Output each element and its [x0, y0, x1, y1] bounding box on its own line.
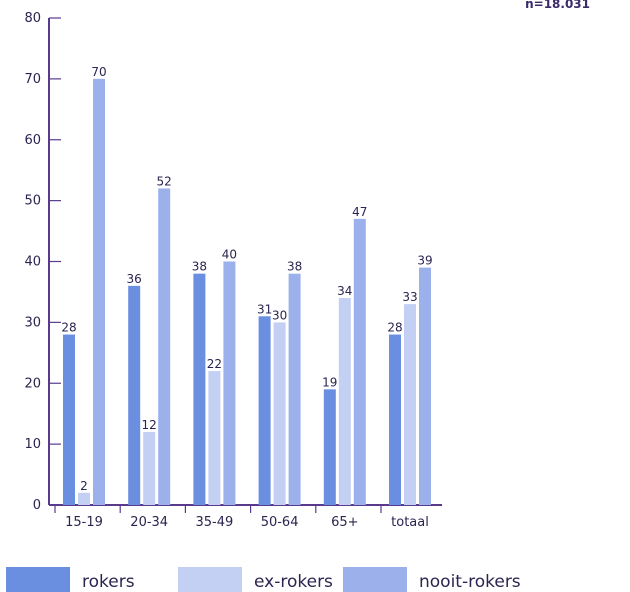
value-label: 47 [352, 205, 367, 219]
value-label: 70 [91, 65, 106, 79]
y-tick-label: 80 [24, 11, 41, 26]
bar-ex-rokers [208, 371, 220, 505]
category-label: 20-34 [130, 515, 168, 530]
category-label: 65+ [331, 515, 358, 530]
y-tick-label: 50 [24, 194, 41, 209]
value-label: 19 [322, 375, 337, 389]
y-tick-label: 30 [24, 315, 41, 330]
bar-rokers [63, 335, 75, 505]
bar-ex-rokers [404, 304, 416, 505]
y-tick-label: 0 [33, 498, 41, 513]
y-tick-label: 60 [24, 133, 41, 148]
sample-size-note: n=18.031 [525, 0, 590, 11]
value-label: 38 [287, 260, 302, 274]
x-axis: 15-19 20-34 35-49 50-64 65+ totaal [49, 505, 442, 530]
bar-ex-rokers [143, 432, 155, 505]
value-label: 39 [417, 254, 432, 268]
bar-ex-rokers [78, 493, 90, 505]
legend-swatch-rokers [6, 567, 70, 592]
bar-rokers [389, 335, 401, 505]
value-label: 2 [80, 479, 88, 493]
y-axis: 0 10 20 30 40 50 60 70 80 [24, 11, 61, 513]
y-tick-label: 20 [24, 376, 41, 391]
value-label: 36 [127, 272, 142, 286]
bar-nooit-rokers [93, 79, 105, 505]
value-labels: 28 36 38 31 19 28 2 12 22 30 34 33 70 52 40 38 47 39 [61, 65, 432, 493]
value-label: 31 [257, 302, 272, 316]
value-label: 40 [222, 248, 237, 262]
y-tick-label: 10 [24, 437, 41, 452]
y-tick-label: 40 [24, 255, 41, 270]
value-label: 33 [402, 290, 417, 304]
value-label: 34 [337, 284, 352, 298]
bars [63, 79, 431, 505]
legend-swatch-nooit-rokers [343, 567, 407, 592]
value-label: 28 [387, 321, 402, 335]
value-label: 30 [272, 308, 287, 322]
category-label: 50-64 [261, 515, 299, 530]
legend-label-rokers: rokers [82, 572, 135, 592]
value-label: 12 [142, 418, 157, 432]
bar-nooit-rokers [419, 268, 431, 505]
bar-nooit-rokers [223, 262, 235, 506]
bar-nooit-rokers [289, 274, 301, 505]
category-label: 35-49 [196, 515, 234, 530]
category-label: 15-19 [65, 515, 103, 530]
bar-nooit-rokers [158, 188, 170, 505]
bar-ex-rokers [274, 322, 286, 505]
bar-rokers [128, 286, 140, 505]
category-label: totaal [391, 515, 429, 530]
value-label: 38 [192, 260, 207, 274]
legend-label-ex-rokers: ex-rokers [254, 572, 333, 592]
value-label: 28 [61, 321, 76, 335]
bar-ex-rokers [339, 298, 351, 505]
bar-rokers [259, 316, 271, 505]
value-label: 52 [157, 174, 172, 188]
legend-label-nooit-rokers: nooit-rokers [419, 572, 521, 592]
bar-nooit-rokers [354, 219, 366, 505]
y-tick-label: 70 [24, 72, 41, 87]
bar-rokers [193, 274, 205, 505]
legend: rokers ex-rokers nooit-rokers [6, 567, 521, 592]
legend-swatch-ex-rokers [178, 567, 242, 592]
bar-rokers [324, 389, 336, 505]
value-label: 22 [207, 357, 222, 371]
